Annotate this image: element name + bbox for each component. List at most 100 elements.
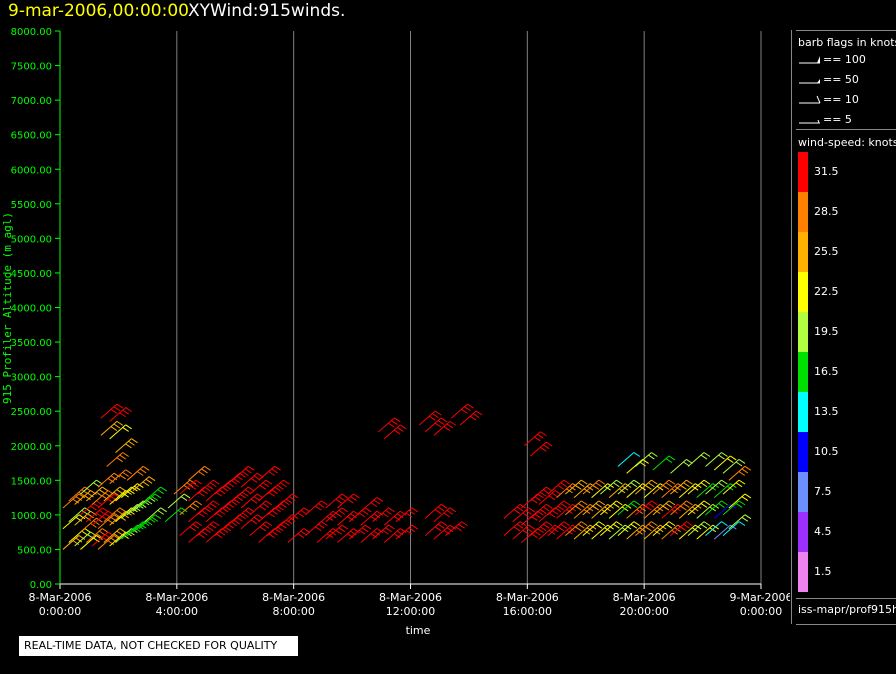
wind-barb	[728, 493, 752, 509]
wind-barb	[106, 452, 130, 467]
wind-barb	[713, 455, 737, 471]
barb-flag	[738, 521, 746, 527]
x-tick-label: 20:00:00	[619, 605, 668, 618]
wind-barb	[62, 493, 86, 509]
barb-flag	[464, 406, 471, 412]
barb-flag	[227, 523, 235, 529]
barb-flag	[437, 506, 445, 512]
barb-flag	[245, 468, 252, 474]
barb-flag	[575, 526, 582, 532]
barb-flag	[686, 479, 693, 485]
barb-flag	[96, 535, 103, 540]
axis-layer: 8-Mar-20060:00:008-Mar-20064:00:008-Mar-…	[11, 27, 790, 618]
wind-barb	[360, 497, 384, 512]
barb-flag	[93, 537, 100, 543]
barb-flag	[358, 529, 366, 535]
barb-flag	[151, 516, 159, 522]
wind-barb	[249, 479, 273, 495]
barb-flag	[449, 507, 457, 513]
barb-flag	[136, 471, 144, 476]
barb-flag	[242, 512, 249, 518]
wind-barb	[179, 521, 203, 536]
barb-flag	[431, 413, 439, 419]
barb-flag	[96, 512, 103, 518]
barb-flag	[84, 495, 91, 501]
wind-barb	[372, 524, 395, 540]
barb-flag	[128, 440, 135, 446]
barb-flag	[393, 533, 401, 539]
barb-flag	[230, 500, 238, 506]
barb-flag	[645, 484, 652, 490]
wind-barb	[670, 458, 693, 474]
wind-barb	[617, 521, 641, 536]
barb-flag	[99, 509, 106, 515]
barb-flag	[93, 503, 100, 508]
barb-flag	[204, 486, 211, 492]
wind-barb	[337, 510, 360, 526]
barb-flag	[253, 475, 261, 481]
barb-flag	[461, 521, 468, 527]
barb-flag	[248, 507, 255, 513]
barb-flag	[207, 526, 214, 532]
barb-flag	[361, 527, 369, 533]
wind-barb	[267, 479, 290, 495]
wind-barb	[258, 486, 281, 502]
wind-barb	[582, 521, 606, 536]
wind-barb	[728, 514, 752, 530]
speed-color-swatch	[798, 232, 808, 272]
barb-flag	[513, 509, 521, 514]
wind-barb	[196, 521, 220, 536]
barb-flag	[262, 482, 270, 488]
barb-flag	[148, 476, 156, 482]
barb-flag	[230, 521, 238, 527]
barb-legend-title: barb flags in knots	[798, 36, 896, 49]
barb-flag	[81, 509, 89, 515]
barb-flag	[280, 482, 287, 488]
barb-flag	[595, 523, 603, 529]
barb-flag	[738, 479, 746, 485]
x-tick-label: 0:00:00	[740, 605, 782, 618]
barb-flag	[207, 484, 214, 490]
grid-layer	[176, 31, 762, 584]
wind-barb	[80, 479, 103, 495]
barb-flag	[537, 510, 544, 516]
barb-staff	[144, 486, 162, 502]
barb-flag	[563, 479, 571, 485]
barb-flag	[189, 526, 197, 532]
barb-flag	[455, 526, 462, 532]
barb-flag	[280, 503, 287, 508]
barb-flag	[595, 503, 603, 508]
y-tick-label: 7000.00	[11, 96, 52, 107]
barb-flag	[668, 521, 676, 527]
wind-barb	[275, 493, 299, 509]
wind-barb	[80, 500, 103, 516]
barb-staff	[652, 455, 670, 471]
barb-flag	[271, 530, 278, 536]
barb-flag	[703, 452, 711, 457]
barb-flag	[633, 521, 641, 527]
barb-flag	[215, 512, 223, 518]
wind-barb	[722, 500, 746, 516]
barb-flag	[542, 489, 550, 495]
barb-flag	[262, 523, 270, 529]
barb-staff	[138, 493, 156, 509]
y-tick-label: 7500.00	[11, 62, 52, 73]
wind-barb	[231, 486, 255, 502]
wind-barb	[521, 493, 544, 509]
wind-barb	[337, 528, 360, 543]
barb-flag	[268, 512, 275, 518]
barb-flag	[408, 527, 416, 533]
barb-flag	[373, 499, 381, 505]
speed-color-swatch	[798, 392, 808, 432]
wind-barb	[705, 452, 728, 467]
barb-flag	[560, 503, 568, 508]
barb-flag	[268, 533, 275, 539]
barb-flag	[680, 484, 687, 490]
barb-flag	[224, 484, 232, 490]
barb-flag	[210, 482, 217, 488]
barb-staff	[126, 500, 144, 516]
y-tick-label: 4500.00	[11, 269, 52, 280]
barb-flag	[274, 465, 281, 471]
barb-flag	[113, 512, 121, 518]
barb-flag	[411, 524, 419, 530]
